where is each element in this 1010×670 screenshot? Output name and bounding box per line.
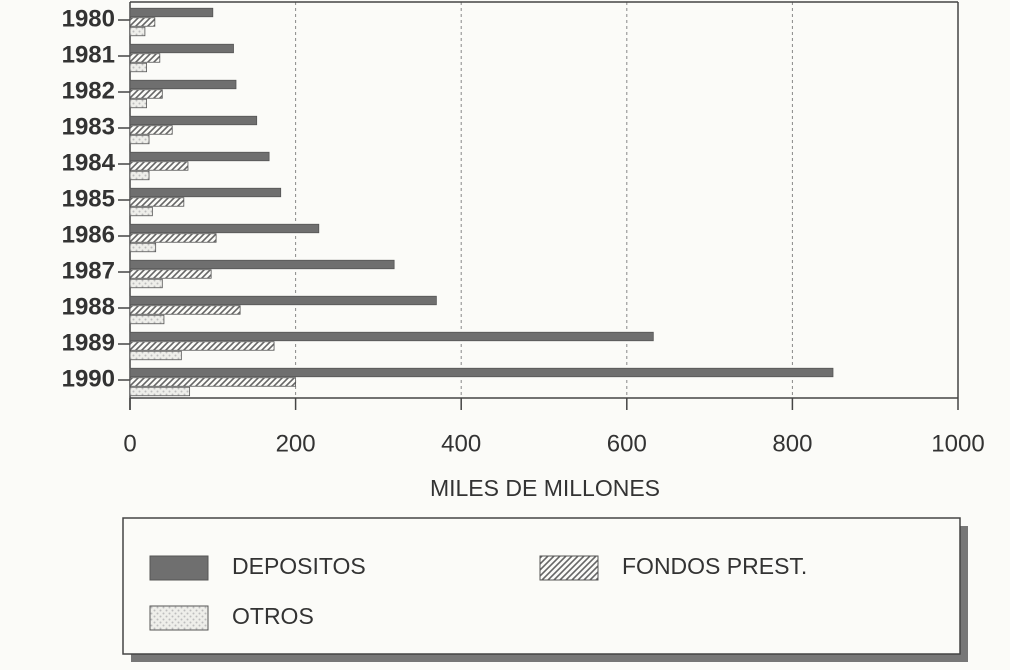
bar <box>129 350 182 361</box>
bar <box>129 7 214 18</box>
bar <box>129 125 173 135</box>
y-tick-label: 1990 <box>62 365 115 392</box>
x-tick-label: 1000 <box>931 430 984 457</box>
bar <box>129 223 320 234</box>
bar <box>129 187 282 198</box>
bar <box>129 206 153 217</box>
y-tick-label: 1984 <box>62 149 116 176</box>
bar <box>129 367 834 378</box>
bar <box>129 151 270 162</box>
y-tick-label: 1981 <box>62 41 115 68</box>
bar <box>129 98 147 109</box>
legend-label: DEPOSITOS <box>232 553 366 579</box>
x-axis-label: MILES DE MILLONES <box>430 475 660 501</box>
bar <box>129 295 437 306</box>
y-tick-label: 1985 <box>62 185 115 212</box>
y-tick-label: 1987 <box>62 257 115 284</box>
legend-swatch <box>149 605 209 631</box>
bar <box>129 305 241 315</box>
y-tick-label: 1988 <box>62 293 115 320</box>
legend-label: OTROS <box>232 603 314 629</box>
x-tick-label: 600 <box>607 430 647 457</box>
bar <box>129 115 258 126</box>
bar <box>129 377 297 387</box>
x-tick-label: 200 <box>276 430 316 457</box>
y-tick-label: 1980 <box>62 5 115 32</box>
bar <box>129 233 217 243</box>
legend-swatch <box>149 555 209 581</box>
bar <box>129 259 395 270</box>
bar <box>129 79 237 90</box>
legend-label: FONDOS PREST. <box>622 553 807 579</box>
bar <box>129 269 212 279</box>
bar <box>129 53 161 63</box>
bar <box>129 89 163 99</box>
legend-swatch <box>539 555 599 581</box>
x-tick-label: 0 <box>123 430 136 457</box>
bar <box>129 26 146 37</box>
bar <box>129 170 150 181</box>
legend-box <box>122 517 961 655</box>
bar <box>129 197 185 207</box>
bar <box>129 17 156 27</box>
x-tick-label: 800 <box>772 430 812 457</box>
bar <box>129 242 157 253</box>
bar <box>129 341 275 351</box>
bar <box>129 331 654 342</box>
y-tick-label: 1982 <box>62 77 115 104</box>
y-tick-label: 1989 <box>62 329 115 356</box>
bar <box>129 314 165 325</box>
x-tick-label: 400 <box>441 430 481 457</box>
bar <box>129 134 150 145</box>
bar <box>129 278 163 289</box>
y-tick-label: 1983 <box>62 113 115 140</box>
bar <box>129 386 191 397</box>
bar <box>129 161 189 171</box>
bar <box>129 62 147 73</box>
y-tick-label: 1986 <box>62 221 115 248</box>
bar <box>129 43 234 54</box>
